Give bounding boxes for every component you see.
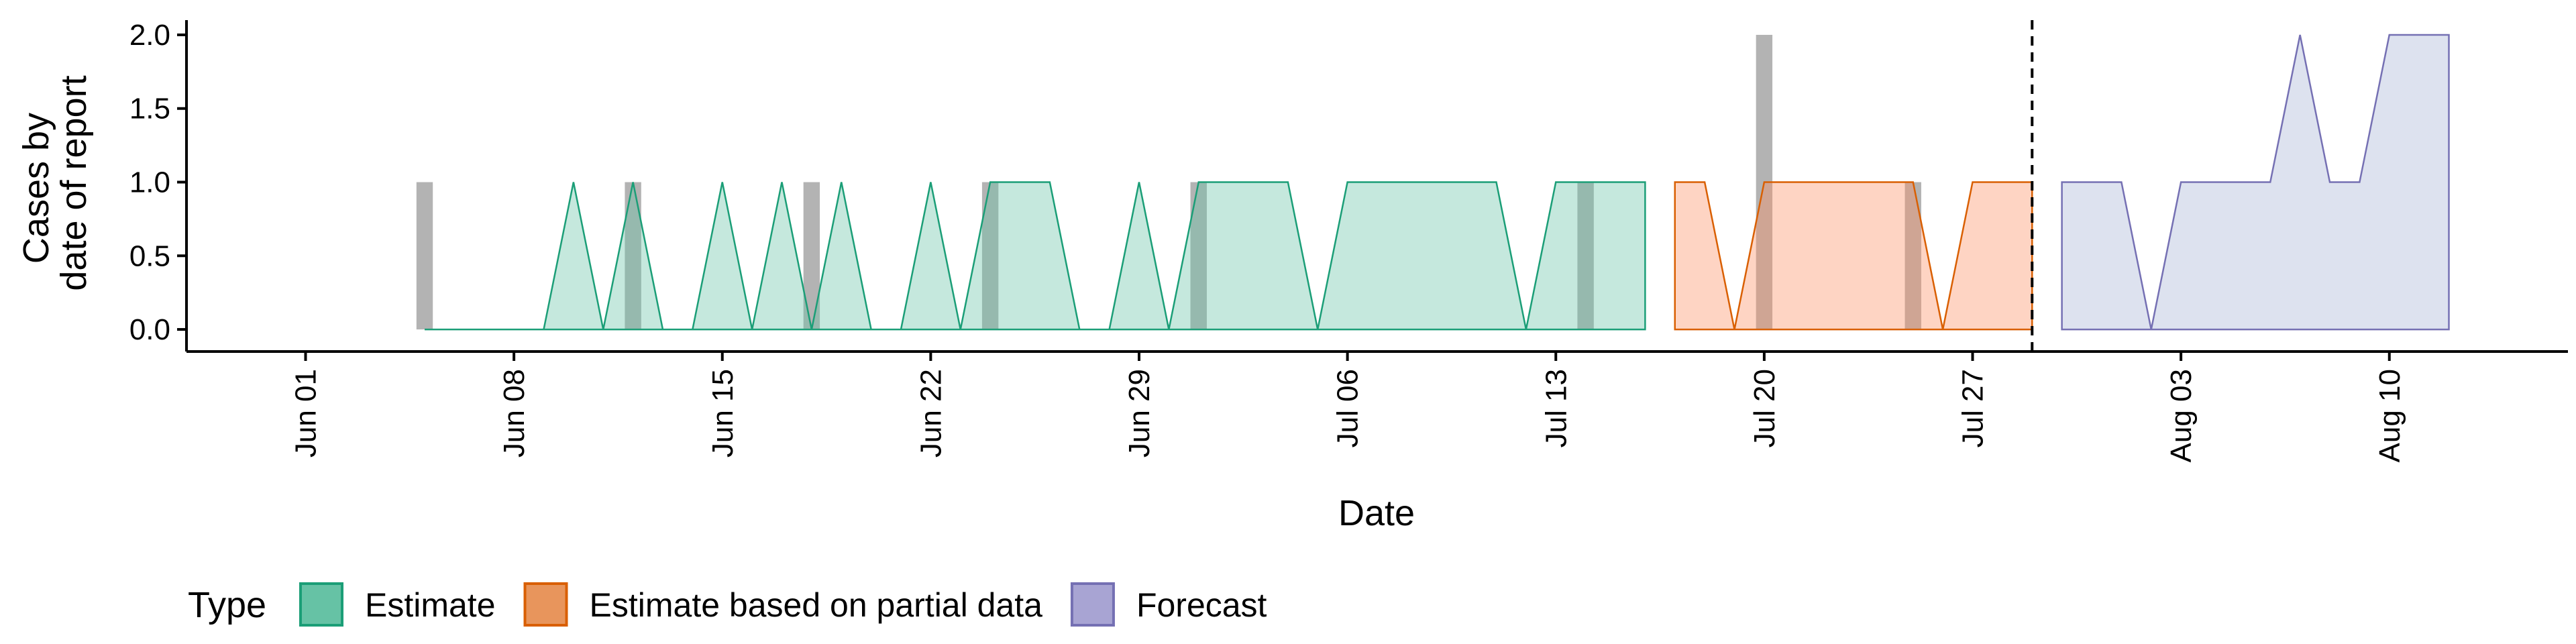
series-area-1 [1674, 182, 2033, 330]
series-line-2 [2061, 34, 2450, 331]
legend-items: Estimate Estimate based on partial data Fo… [299, 582, 1267, 627]
y-tick-label: 0.0 [129, 313, 170, 346]
y-tick-label: 1.5 [129, 93, 170, 125]
series-areas [425, 34, 2450, 331]
x-tick-label: Jun 08 [498, 369, 531, 458]
series-line-1 [1674, 181, 2033, 331]
x-tick-label: Aug 03 [2165, 369, 2198, 462]
x-tick-label: Jun 01 [290, 369, 323, 458]
x-tick-label: Jul 20 [1748, 369, 1781, 447]
x-tick-label: Jul 13 [1540, 369, 1572, 447]
y-tick-label: 2.0 [129, 19, 170, 52]
x-tick-label: Jun 29 [1123, 369, 1156, 458]
x-tick-label: Jul 06 [1332, 369, 1364, 447]
series-line-0 [425, 181, 1646, 331]
x-axis-ticks: Jun 01 Jun 08 Jun 15 Jun 22 Jun 29 Jul 06 Jul … [290, 352, 2406, 462]
observed-case-bar [416, 182, 433, 330]
axes: 0.0 0.5 1.0 1.5 2.0 Jun 01 Jun 08 Jun 15 Jun 22… [129, 19, 2568, 462]
x-tick-label: Aug 10 [2373, 369, 2406, 462]
legend-label-2: Forecast [1136, 586, 1267, 624]
y-tick-label: 1.0 [129, 166, 170, 199]
y-axis-title-line-2: date of report [54, 75, 94, 290]
x-tick-label: Jun 22 [914, 369, 947, 458]
legend-label-1: Estimate based on partial data [590, 586, 1043, 624]
x-tick-label: Jun 15 [706, 369, 739, 458]
legend-title: Type [188, 585, 266, 625]
series-area-0 [425, 182, 1646, 330]
legend-label-0: Estimate [365, 586, 496, 624]
x-axis-title: Date [1338, 493, 1415, 533]
legend-swatch-0 [299, 582, 343, 627]
y-axis-title-line-1: Cases by [16, 113, 56, 264]
y-axis-ticks: 0.0 0.5 1.0 1.5 2.0 [129, 19, 186, 346]
y-axis-title: Cases by date of report [16, 75, 94, 290]
legend: Type Estimate Estimate based on partial d… [188, 582, 1267, 627]
y-tick-label: 0.5 [129, 239, 170, 272]
x-tick-label: Jul 27 [1957, 369, 1990, 447]
legend-swatch-2 [1070, 582, 1115, 627]
observed-case-bar [1577, 182, 1594, 330]
legend-swatch-1 [523, 582, 568, 627]
